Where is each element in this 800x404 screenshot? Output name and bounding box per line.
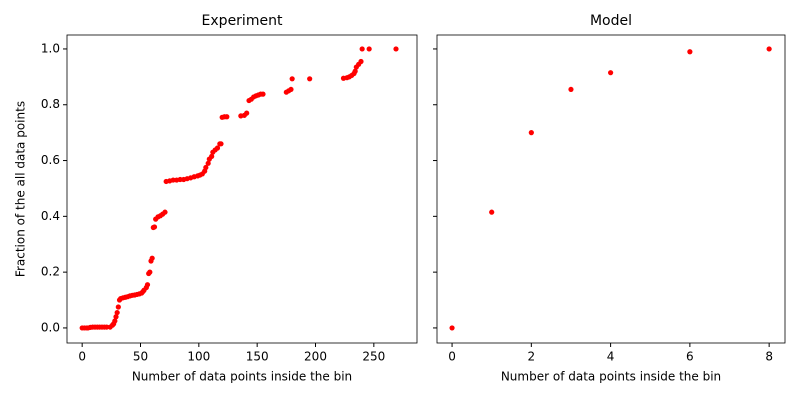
point bbox=[114, 309, 120, 316]
x-tick-label: 0 bbox=[448, 350, 456, 364]
point bbox=[352, 68, 358, 74]
point bbox=[113, 314, 119, 320]
point bbox=[568, 86, 574, 93]
axes-frame bbox=[436, 34, 786, 344]
point bbox=[209, 153, 215, 159]
x-axis-label: Number of data points inside the bin bbox=[132, 370, 352, 384]
point bbox=[214, 145, 221, 151]
point bbox=[151, 224, 158, 230]
y-tick-label: 0.6 bbox=[41, 153, 60, 167]
x-tick-label: 50 bbox=[133, 350, 148, 364]
point bbox=[449, 325, 455, 331]
point bbox=[244, 110, 250, 116]
chart-title: Experiment bbox=[202, 13, 283, 29]
point bbox=[358, 58, 364, 65]
x-tick-label: 250 bbox=[362, 350, 385, 364]
point bbox=[608, 70, 614, 76]
point bbox=[115, 304, 121, 310]
y-axis-label: Fraction of the all data points bbox=[14, 101, 28, 277]
x-tick-label: 4 bbox=[607, 350, 615, 364]
point bbox=[224, 114, 230, 120]
point bbox=[218, 141, 224, 147]
point bbox=[147, 269, 153, 275]
x-tick-label: 100 bbox=[187, 350, 210, 364]
y-tick-label: 0.0 bbox=[41, 320, 60, 334]
point bbox=[112, 318, 118, 324]
point bbox=[687, 49, 693, 55]
point bbox=[528, 130, 534, 136]
chart-title: Model bbox=[590, 13, 632, 29]
point bbox=[307, 76, 313, 82]
x-tick-label: 2 bbox=[528, 350, 536, 364]
y-tick-label: 0.2 bbox=[41, 265, 60, 279]
x-tick-label: 150 bbox=[246, 350, 269, 364]
x-tick-label: 0 bbox=[78, 350, 86, 364]
point bbox=[289, 76, 295, 82]
point bbox=[149, 255, 155, 261]
y-tick-label: 1.0 bbox=[41, 41, 60, 55]
x-tick-label: 8 bbox=[765, 350, 773, 364]
point bbox=[766, 46, 772, 52]
x-tick-label: 200 bbox=[304, 350, 327, 364]
y-tick-label: 0.8 bbox=[41, 97, 60, 111]
point bbox=[144, 282, 151, 288]
y-tick-label: 0.4 bbox=[41, 209, 60, 223]
point bbox=[203, 164, 209, 171]
point bbox=[366, 46, 372, 52]
point bbox=[359, 46, 365, 52]
point bbox=[260, 91, 266, 97]
axes-frame bbox=[66, 34, 418, 344]
point bbox=[162, 209, 168, 215]
point bbox=[205, 160, 211, 166]
point bbox=[393, 46, 399, 52]
x-axis-label: Number of data points inside the bin bbox=[501, 370, 721, 384]
point bbox=[489, 209, 495, 215]
x-tick-label: 6 bbox=[686, 350, 694, 364]
point bbox=[288, 86, 294, 93]
